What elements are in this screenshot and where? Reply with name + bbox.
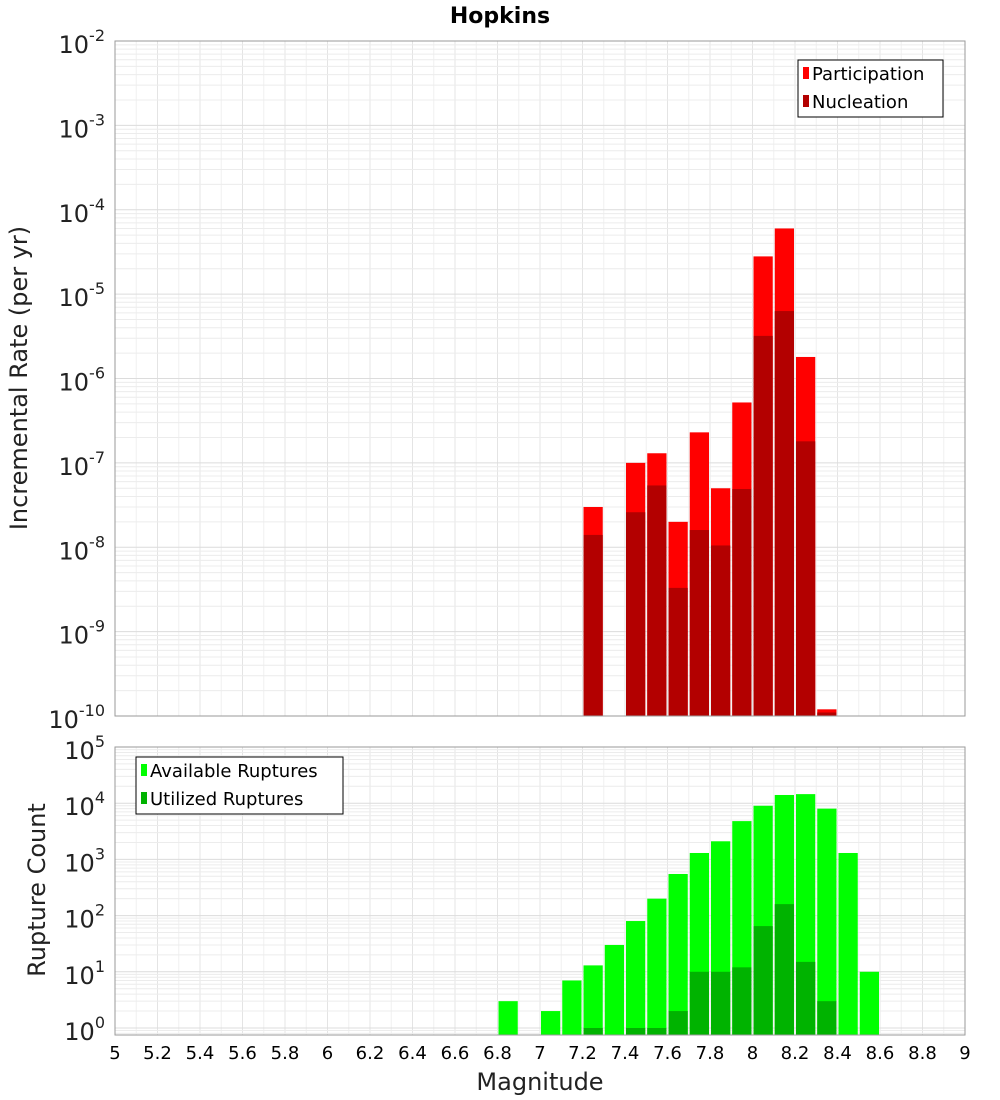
bar-utilized-ruptures (774, 904, 794, 1035)
bar-nucleation (774, 311, 794, 716)
bar-nucleation (626, 512, 646, 716)
y-tick-label: 10-8 (59, 532, 106, 565)
bar-nucleation (796, 441, 816, 716)
bar-available-ruptures (604, 944, 624, 1035)
bar-nucleation (732, 489, 752, 716)
x-axis-label: Magnitude (476, 1068, 603, 1096)
x-tick-label: 5 (109, 1043, 120, 1064)
plot-border-1 (114, 746, 966, 1036)
x-tick-label: 7 (534, 1043, 545, 1064)
legend-swatch (141, 764, 147, 776)
bar-nucleation (753, 335, 773, 716)
x-tick-label: 5.4 (186, 1043, 215, 1064)
legend-label: Nucleation (812, 92, 908, 113)
legend-swatch (803, 95, 809, 107)
x-tick-label: 6 (322, 1043, 333, 1064)
bar-nucleation (689, 530, 709, 716)
legend-swatch (803, 67, 809, 79)
x-tick-label: 9 (959, 1043, 970, 1064)
y-tick-label: 10-4 (59, 195, 106, 228)
plot-border-0 (114, 40, 966, 717)
y-tick-label: 102 (64, 901, 105, 934)
y-tick-label: 10-2 (59, 26, 106, 59)
x-tick-label: 8.2 (781, 1043, 810, 1064)
x-tick-label: 7.8 (696, 1043, 725, 1064)
bar-utilized-ruptures (817, 1001, 837, 1035)
bar-available-ruptures (838, 852, 858, 1035)
x-tick-label: 5.6 (228, 1043, 257, 1064)
x-tick-label: 7.2 (568, 1043, 597, 1064)
bar-nucleation (711, 545, 731, 716)
bar-available-ruptures (626, 921, 646, 1035)
bar-nucleation (668, 587, 688, 716)
y-tick-label: 10-7 (59, 448, 106, 481)
bar-available-ruptures (668, 873, 688, 1035)
bar-utilized-ruptures (626, 1027, 646, 1035)
y-tick-label: 104 (64, 788, 105, 821)
bar-utilized-ruptures (583, 1027, 603, 1035)
y-tick-label: 105 (64, 732, 105, 765)
x-tick-label: 6.8 (483, 1043, 512, 1064)
bar-available-ruptures (647, 898, 667, 1035)
legend-swatch (141, 792, 147, 804)
top-y-axis-label: Incremental Rate (per yr) (5, 226, 33, 530)
bar-nucleation (647, 485, 667, 716)
x-tick-label: 8 (747, 1043, 758, 1064)
bar-utilized-ruptures (668, 1011, 688, 1035)
legend-label: Participation (812, 64, 924, 85)
y-tick-label: 101 (64, 957, 105, 990)
chart-title: Hopkins (450, 4, 550, 29)
bar-nucleation (583, 534, 603, 716)
bar-available-ruptures (859, 971, 879, 1035)
bar-available-ruptures (583, 965, 603, 1035)
x-tick-label: 7.4 (611, 1043, 640, 1064)
x-tick-label: 5.8 (271, 1043, 300, 1064)
x-tick-label: 8.6 (866, 1043, 895, 1064)
legend-box (797, 59, 944, 118)
bar-nucleation (817, 712, 837, 716)
legend-box (135, 756, 344, 815)
legend-1: Available Ruptures Utilized Ruptures (135, 756, 344, 815)
bottom-y-axis-label: Rupture Count (23, 803, 51, 977)
bar-utilized-ruptures (647, 1027, 667, 1035)
y-tick-label: 10-10 (48, 701, 105, 734)
bar-utilized-ruptures (732, 967, 752, 1035)
bar-utilized-ruptures (753, 926, 773, 1035)
x-tick-label: 6.6 (441, 1043, 470, 1064)
y-tick-label: 100 (64, 1013, 105, 1046)
legend-label: Available Ruptures (150, 761, 318, 782)
y-tick-label: 10-6 (59, 364, 106, 397)
legend-0: Participation Nucleation (797, 59, 944, 118)
y-tick-label: 10-9 (59, 617, 106, 650)
bar-available-ruptures (498, 1001, 518, 1035)
x-tick-label: 7.6 (653, 1043, 682, 1064)
y-tick-label: 103 (64, 844, 105, 877)
y-tick-label: 10-3 (59, 110, 106, 143)
x-tick-label: 5.2 (143, 1043, 172, 1064)
bar-utilized-ruptures (689, 971, 709, 1035)
bar-utilized-ruptures (711, 971, 731, 1035)
y-tick-label: 10-5 (59, 279, 106, 312)
bar-available-ruptures (541, 1011, 561, 1035)
x-tick-label: 8.4 (823, 1043, 852, 1064)
x-tick-label: 6.4 (398, 1043, 427, 1064)
bar-available-ruptures (562, 980, 582, 1035)
bar-available-ruptures (817, 808, 837, 1035)
bar-utilized-ruptures (796, 961, 816, 1035)
x-tick-label: 6.2 (356, 1043, 385, 1064)
x-tick-label: 8.8 (908, 1043, 937, 1064)
legend-label: Utilized Ruptures (150, 789, 303, 810)
